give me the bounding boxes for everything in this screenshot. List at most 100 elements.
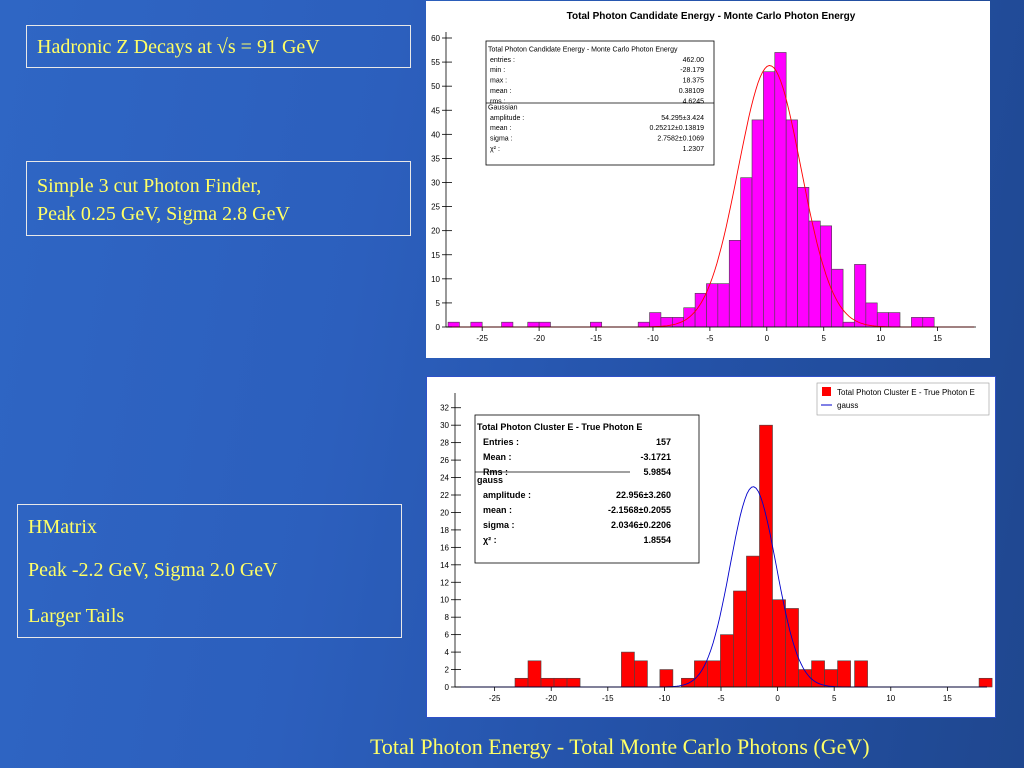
histogram-bar <box>514 677 529 688</box>
legend-label: Total Photon Cluster E - True Photon E <box>837 388 975 397</box>
y-tick-label: 30 <box>440 421 449 430</box>
x-tick-label: -5 <box>706 334 714 343</box>
histogram-bar <box>808 220 821 328</box>
fit-header: gauss <box>477 475 503 485</box>
chart-panel-candidate: Total Photon Candidate Energy - Monte Ca… <box>426 1 990 358</box>
y-tick-label: 30 <box>431 179 440 188</box>
histogram-bar <box>922 317 935 328</box>
histogram-bar <box>659 669 674 688</box>
histogram-bar <box>772 599 786 688</box>
x-tick-label: -20 <box>533 334 545 343</box>
histogram-bar <box>706 283 719 328</box>
histogram-bar <box>707 660 721 688</box>
y-tick-label: 20 <box>440 508 449 517</box>
y-tick-label: 10 <box>440 596 449 605</box>
fit-value: 22.956±3.260 <box>616 490 671 500</box>
y-tick-label: 28 <box>440 439 449 448</box>
hmatrix-line-1: HMatrix <box>28 516 97 538</box>
y-tick-label: 6 <box>445 631 450 640</box>
histogram-bar <box>733 590 747 688</box>
stats-value: 157 <box>656 437 671 447</box>
histogram-bar <box>865 302 878 328</box>
histogram-bar <box>527 321 540 328</box>
histogram-bar <box>759 424 773 688</box>
photon-finder-box: Simple 3 cut Photon Finder, Peak 0.25 Ge… <box>26 161 411 236</box>
finder-line-2: Peak 0.25 GeV, Sigma 2.8 GeV <box>37 203 290 225</box>
y-tick-label: 5 <box>436 299 441 308</box>
y-tick-label: 35 <box>431 154 440 163</box>
x-tick-label: 15 <box>933 334 942 343</box>
histogram-bar <box>854 660 868 688</box>
y-tick-label: 2 <box>445 666 450 675</box>
histogram-bar <box>717 283 730 328</box>
fit-label: amplitude : <box>483 490 531 500</box>
y-tick-label: 18 <box>440 526 449 535</box>
histogram-bar <box>621 651 635 688</box>
fit-label: mean : <box>490 125 511 132</box>
histogram-bar <box>978 677 993 688</box>
finder-line-1: Simple 3 cut Photon Finder, <box>37 175 262 197</box>
fit-value: 54.295±3.424 <box>661 115 704 122</box>
x-tick-label: 15 <box>943 694 952 703</box>
histogram-bar <box>566 677 581 688</box>
histogram-bar <box>540 677 555 688</box>
fit-value: -2.1568±0.2055 <box>608 505 671 515</box>
stats-label: max : <box>490 78 507 85</box>
x-tick-label: -25 <box>489 694 501 703</box>
histogram-bar <box>911 317 924 328</box>
y-tick-label: 40 <box>431 130 440 139</box>
histogram-bar <box>637 321 650 328</box>
histogram-bar <box>876 312 889 328</box>
footer-caption: Total Photon Energy - Total Monte Carlo … <box>370 734 870 759</box>
legend-swatch <box>822 387 831 396</box>
hmatrix-box: HMatrix Peak -2.2 GeV, Sigma 2.0 GeV Lar… <box>17 504 402 638</box>
histogram-bar <box>538 321 551 328</box>
stats-value: 0.38109 <box>679 88 704 95</box>
histogram-bar <box>831 268 844 328</box>
x-tick-label: -15 <box>602 694 614 703</box>
histogram-bar <box>740 177 753 328</box>
histogram-bar <box>681 677 695 688</box>
x-tick-label: 0 <box>775 694 780 703</box>
histogram-bar <box>798 669 812 688</box>
x-tick-label: 5 <box>822 334 827 343</box>
stats-label: entries : <box>490 57 515 64</box>
fit-label: χ² : <box>483 535 497 545</box>
histogram-bar <box>634 660 648 688</box>
chart-panel-cluster: -25 -20 -15 -10 -5 0 5 10 15 0 2 4 6 8 10 12 14 16 18 20 22 2… <box>426 376 996 718</box>
histogram-bar <box>694 292 707 328</box>
y-tick-label: 55 <box>431 58 440 67</box>
hmatrix-line-3: Larger Tails <box>28 605 125 627</box>
y-tick-label: 16 <box>440 543 449 552</box>
y-tick-label: 25 <box>431 203 440 212</box>
stats-header: Total Photon Cluster E - True Photon E <box>477 422 642 432</box>
fit-label: sigma : <box>490 136 513 143</box>
stats-value: 18.375 <box>683 78 705 85</box>
slide-title: Hadronic Z Decays at √s = 91 GeV <box>37 36 320 58</box>
histogram-bar <box>751 119 764 328</box>
fit-label: χ² : <box>490 146 500 153</box>
y-tick-label: 50 <box>431 82 440 91</box>
stats-label: min : <box>490 67 505 74</box>
fit-header: Gaussian <box>488 104 518 111</box>
histogram-bar <box>763 71 776 328</box>
slide-title-box: Hadronic Z Decays at √s = 91 GeV <box>26 25 411 68</box>
x-tick-label: -20 <box>545 694 557 703</box>
histogram-bar <box>728 240 741 328</box>
stats-header: Total Photon Candidate Energy - Monte Ca… <box>488 46 678 53</box>
stats-box <box>474 414 700 564</box>
y-tick-label: 45 <box>431 106 440 115</box>
fit-value: 1.8554 <box>643 535 671 545</box>
y-tick-label: 8 <box>445 613 450 622</box>
y-tick-label: 14 <box>440 561 449 570</box>
x-tick-label: 0 <box>765 334 770 343</box>
histogram-bar <box>820 225 832 328</box>
y-tick-label: 20 <box>431 227 440 236</box>
stats-value: 4.6245 <box>683 98 705 105</box>
x-tick-label: 10 <box>886 694 895 703</box>
histogram-bar <box>694 660 708 688</box>
stats-value: 5.9854 <box>643 467 671 477</box>
stats-value: 462.00 <box>683 57 705 64</box>
y-tick-label: 60 <box>431 34 440 43</box>
y-tick-label: 12 <box>440 578 449 587</box>
